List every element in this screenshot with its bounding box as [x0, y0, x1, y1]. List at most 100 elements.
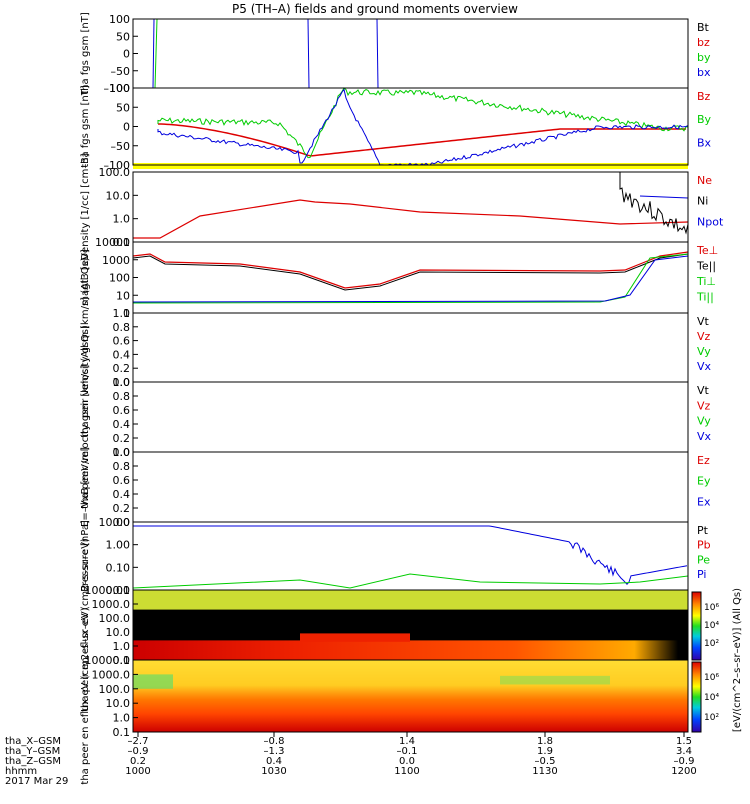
date-label: 2017 Mar 29 — [5, 776, 68, 787]
ytick-label: 0.8 — [113, 321, 131, 334]
panel-frame — [132, 171, 689, 243]
panel-frame — [132, 87, 689, 166]
time-row-value: –0.5 — [535, 756, 556, 767]
legend-entry: Te|| — [696, 260, 716, 273]
time-row-value: 1130 — [532, 766, 557, 777]
ytick-label: 0.6 — [113, 404, 131, 417]
ytick-label: 0.6 — [113, 474, 131, 487]
ytick-label: 100.0 — [99, 166, 131, 179]
time-row-value: 0.4 — [266, 756, 282, 767]
panel-ylabel: E=–VxB [mV/m] — [80, 447, 91, 527]
ytick-label: 10 — [116, 289, 130, 302]
legend-entry: Ey — [697, 475, 711, 488]
time-row-value: 1.4 — [399, 736, 415, 747]
ytick-label: 100 — [109, 82, 130, 95]
ytick-label: 1000.0 — [92, 668, 131, 681]
panel-temperature: 10000 1000 100 10 1 magt3 [eV] Te⊥ Te|| Ti⊥ Ti|| — [80, 236, 718, 320]
spectrogram-green-patch-right — [500, 675, 610, 685]
legend-entry: Vy — [697, 345, 711, 358]
ytick-label: 100.0 — [99, 612, 131, 625]
ytick-label: –50 — [111, 140, 131, 153]
panel-density: 100.0 10.0 1.0 0.1 Density [1/cc] [cm–3] Ne Ni… — [80, 153, 724, 260]
colorbar-tick: 10⁶ — [704, 603, 719, 613]
colorbar-tick: 10⁴ — [704, 693, 719, 703]
legend-entry: Npot — [697, 215, 724, 228]
panel-frame — [132, 521, 689, 591]
series-Te-perp — [132, 251, 689, 289]
legend-entry: Ni — [697, 195, 708, 208]
ytick-label: 0 — [123, 48, 130, 61]
ytick-label: 0.4 — [113, 488, 131, 501]
legend-entry: Ti|| — [696, 291, 714, 304]
ytick-label: –100 — [104, 82, 131, 95]
ytick-label: 10.00 — [99, 516, 131, 529]
time-row-value: 1.5 — [676, 736, 692, 747]
legend-entry: bz — [697, 36, 710, 49]
ytick-label: 10.0 — [106, 697, 131, 710]
series-Ti-perp — [132, 255, 689, 303]
panel-ylabel: Density [1/cc] [cm–3] — [80, 153, 91, 260]
legend-entry: Pe — [697, 553, 710, 566]
time-row-label: hhmm — [5, 766, 37, 777]
ytick-label: 0.0 — [113, 376, 131, 389]
ytick-label: 0.1 — [113, 236, 131, 249]
panel-ylabel: tha fgs gsm [nT] — [80, 12, 91, 95]
ytick-label: 0.6 — [113, 335, 131, 348]
ytick-label: 100 — [109, 13, 130, 26]
plot-title: P5 (TH–A) fields and ground moments over… — [232, 2, 518, 16]
ytick-label: 0.10 — [106, 561, 131, 574]
panel-ylabel: tha peer en eflux eV (cm2–s–sr–eV) — [80, 607, 91, 784]
time-row-value: 1.9 — [537, 746, 553, 757]
time-row-value: 0.2 — [130, 756, 146, 767]
time-row-value: 1100 — [394, 766, 419, 777]
time-row-value: 1030 — [261, 766, 286, 777]
time-row-value: 1200 — [671, 766, 696, 777]
legend-entry: Vz — [697, 330, 711, 343]
legend-entry: Pt — [697, 524, 709, 537]
ytick-label: 10000 — [95, 236, 130, 249]
time-row-value: 3.4 — [676, 746, 692, 757]
time-row-label: tha_X–GSM — [5, 736, 61, 747]
ytick-label: 10000.0 — [85, 654, 131, 667]
series-bz — [157, 123, 686, 157]
colorbar: 10⁶ 10⁴ 10² 10⁶ 10⁴ 10² [eV/(cm^2–s–sr–eV)] (A… — [691, 588, 743, 733]
panel-ylabel: tha peer velocity gsm [km/s] (All Qs) — [80, 325, 91, 509]
time-axis: tha_X–GSM –2.7 –0.8 1.4 1.8 1.5 tha_Y–GSM –0.9 –… — [5, 732, 697, 787]
ytick-label: 10000.0 — [85, 584, 131, 597]
colorbar-label: [eV/(cm^2–s–sr–eV)] (All Qs) — [732, 588, 743, 732]
ytick-label: 0.8 — [113, 390, 131, 403]
series-Pi — [133, 525, 688, 585]
legend-entry: Bx — [697, 136, 712, 149]
colorbar-top — [691, 591, 702, 661]
panel-frame — [132, 312, 689, 383]
legend-entry: Vx — [697, 360, 712, 373]
time-row-value: –2.7 — [128, 736, 149, 747]
time-row-value: –0.1 — [397, 746, 418, 757]
ytick-label: 100.0 — [99, 683, 131, 696]
panel-ylabel: tha peir velocity gsm [km/s] (All Qs) — [80, 257, 91, 438]
ytick-label: 1 — [123, 307, 130, 320]
legend-entry: By — [697, 113, 712, 126]
series-By — [157, 87, 689, 159]
ytick-label: 10.0 — [106, 626, 131, 639]
ytick-label: 1.0 — [113, 712, 131, 725]
series-bx-mid — [307, 18, 310, 89]
time-row-label: tha_Z–GSM — [5, 756, 61, 767]
series-Ni — [619, 172, 689, 235]
legend-entry: by — [697, 51, 711, 64]
panel-frame — [132, 381, 689, 453]
legend-entry: Ne — [697, 174, 712, 187]
series-by — [154, 18, 158, 89]
ytick-label: 10.0 — [106, 189, 131, 202]
panel-ylabel: magt3 [eV] — [80, 249, 91, 306]
spectrogram-mid-feature — [300, 633, 410, 642]
series-Ne — [133, 199, 689, 239]
ytick-label: –50 — [111, 65, 131, 78]
ytick-label: 0.4 — [113, 418, 131, 431]
series-Ti — [132, 253, 689, 304]
